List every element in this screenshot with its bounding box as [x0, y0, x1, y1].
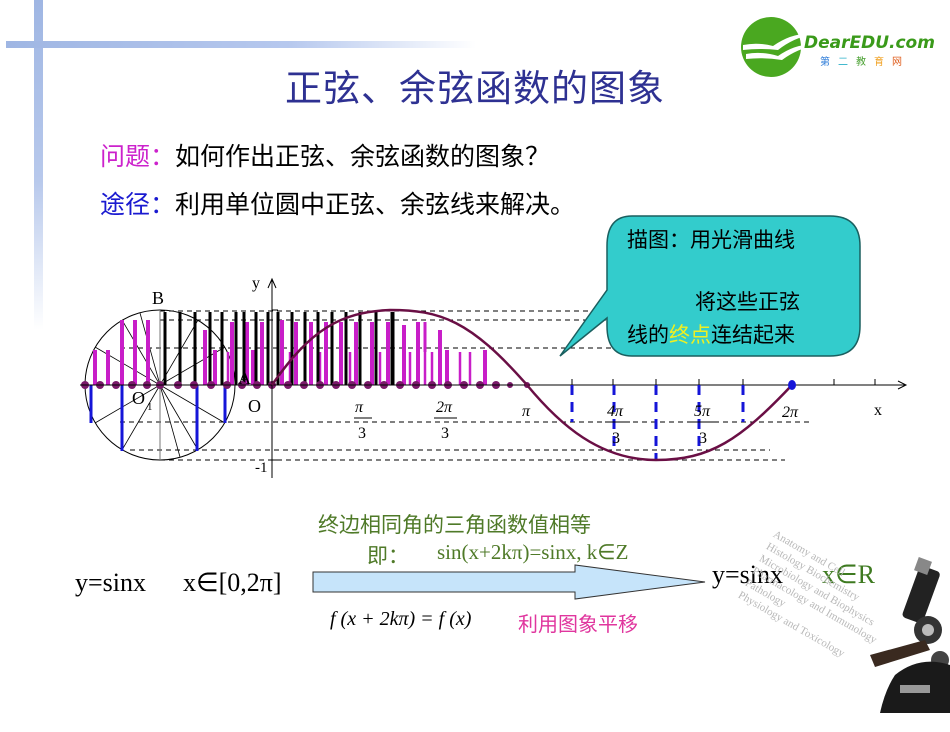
- left-domain: x∈[0,2π]: [183, 568, 282, 597]
- axes: [80, 277, 908, 478]
- callout-text: 描图：用光滑曲线 将这些正弦 线的终点连结起来: [607, 216, 857, 356]
- microscope-icon: [870, 557, 950, 713]
- question-line: 问题：如何作出正弦、余弦函数的图象？: [100, 137, 550, 173]
- x-tick-labels: π 3 2π 3 π 4π 3 5π 3 2π: [354, 399, 799, 447]
- question-label: 问题：: [100, 142, 176, 171]
- svg-text:第: 第: [820, 55, 830, 68]
- svg-text:教: 教: [856, 55, 866, 68]
- arrow-caption-1: 终边相同角的三角函数值相等: [318, 513, 591, 537]
- svg-text:3: 3: [441, 425, 449, 442]
- negative-sine-lines: [570, 385, 745, 460]
- right-domain: x∈R: [822, 560, 875, 589]
- label-x: x: [874, 402, 882, 419]
- svg-text:网: 网: [892, 56, 902, 68]
- decorative-horizontal-bar: [6, 41, 476, 48]
- svg-text:π: π: [355, 399, 364, 416]
- svg-text:5π: 5π: [694, 403, 711, 420]
- decorative-vertical-bar: [34, 0, 43, 330]
- svg-text:2π: 2π: [436, 399, 453, 416]
- label-B: B: [152, 288, 164, 308]
- y-axis-arrow: [267, 277, 277, 289]
- svg-text:3: 3: [699, 430, 707, 447]
- question-text: 如何作出正弦、余弦函数的图象？: [175, 142, 551, 171]
- approach-line: 途径：利用单位圆中正弦、余弦线来解决。: [100, 185, 575, 221]
- label-y: y: [252, 275, 260, 292]
- svg-text:育: 育: [874, 55, 884, 68]
- label-A: A: [238, 368, 251, 388]
- svg-text:二: 二: [838, 57, 848, 68]
- callout-line3: 线的终点连结起来: [627, 323, 795, 347]
- dearedu-logo: DearEDU.com 第 二 教 育 网: [738, 12, 938, 82]
- x-axis-arrow: [897, 380, 908, 390]
- arrow-caption-2-formula: sin(x+2kπ)=sinx, k∈Z: [437, 540, 629, 564]
- endpoint-2pi: [788, 380, 796, 390]
- approach-label: 途径：: [100, 190, 176, 219]
- svg-text:4π: 4π: [607, 403, 624, 420]
- approach-text: 利用单位圆中正弦、余弦线来解决。: [175, 190, 576, 219]
- transform-arrow: [312, 564, 706, 600]
- callout-bubble: [559, 215, 861, 357]
- svg-text:3: 3: [612, 430, 620, 447]
- periodicity-note: 利用图象平移: [518, 612, 638, 636]
- left-expression: y=sinx: [75, 568, 147, 597]
- arrow-caption-2-label: 即：: [367, 544, 409, 568]
- sine-graph: B O 1 A O y x -1 π 3 2π 3 π 4π 3 5π 3 2π: [80, 215, 908, 478]
- label-O1-sub: 1: [147, 401, 153, 413]
- label-neg-one: -1: [255, 460, 268, 476]
- callout-line2: 将这些正弦: [695, 290, 800, 314]
- svg-text:2π: 2π: [782, 404, 799, 421]
- periodicity-formula: f (x + 2kπ) = f (x): [330, 608, 472, 630]
- sine-curve: [270, 308, 793, 462]
- svg-text:DearEDU.com: DearEDU.com: [804, 33, 935, 53]
- svg-text:π: π: [522, 403, 531, 420]
- right-expression: y=sinx: [712, 560, 784, 589]
- label-O1: O: [132, 388, 145, 408]
- label-O: O: [248, 396, 261, 416]
- callout-highlight: 终点: [669, 323, 711, 347]
- svg-text:3: 3: [358, 425, 366, 442]
- sine-line-bars: [93, 312, 487, 385]
- page-title: 正弦、余弦函数的图象: [285, 67, 665, 110]
- callout-line1: 描图：用光滑曲线: [627, 228, 795, 252]
